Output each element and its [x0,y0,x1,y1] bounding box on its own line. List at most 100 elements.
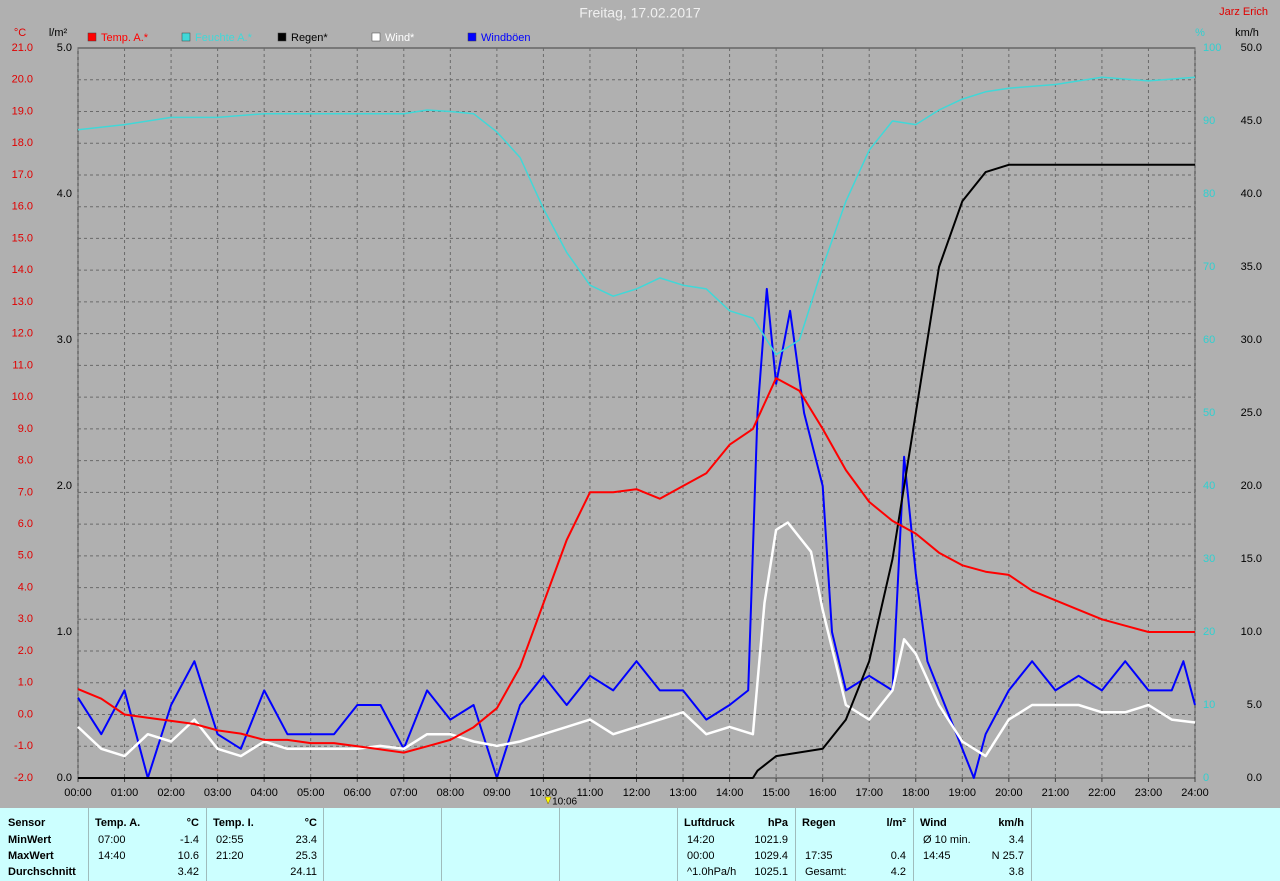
y-tick-label: 4.0 [18,581,33,593]
y-tick-label: 15.0 [12,232,33,244]
y-tick-label: 20.0 [12,74,33,86]
divider [88,808,89,881]
series-line [77,377,1195,754]
x-tick-label: 14:00 [716,787,744,799]
cell-value: 3.8 [1008,866,1024,878]
y-tick-label: 0.0 [18,708,33,720]
x-tick-label: 16:00 [809,787,837,799]
y-tick-label: 12.0 [12,328,33,340]
y-tick-label: 5.0 [18,550,33,562]
y-tick-label: 3.0 [18,613,33,625]
row-label: Durchschnitt [8,866,76,878]
y-tick-label: 20 [1203,626,1215,638]
y-unit: °C [14,27,26,39]
y-tick-label: 25.0 [1241,407,1262,419]
divider [677,808,678,881]
y-tick-label: 0.0 [57,772,72,784]
legend-swatch [181,32,191,42]
x-tick-label: 06:00 [343,787,371,799]
y4-unit: km/h [1235,27,1259,39]
x-tick-label: 02:00 [157,787,185,799]
x-tick-label: 15:00 [762,787,790,799]
group-title: Temp. A. [95,817,141,829]
y-tick-label: 7.0 [18,486,33,498]
cell-value: 1021.9 [754,834,788,846]
y-tick-label: 70 [1203,261,1215,273]
series-line [77,287,1196,779]
group-title: Temp. I. [213,817,254,829]
y-tick-label: 2.0 [57,480,72,492]
legend-label: Temp. A.* [101,32,149,44]
y-tick-label: 10 [1203,699,1215,711]
y-tick-label: 60 [1203,334,1215,346]
x-tick-label: 21:00 [1042,787,1070,799]
cell-value: 23.4 [295,834,317,846]
y-tick-label: 17.0 [12,169,33,181]
y-tick-label: 40 [1203,480,1215,492]
y-tick-label: 9.0 [18,423,33,435]
legend-swatch [87,32,97,42]
y3-unit: % [1195,27,1205,39]
chart: Freitag, 17.02.2017 Jarz Erich °C l/m² %… [12,5,1268,808]
x-tick-label: 20:00 [995,787,1023,799]
chart-title: Freitag, 17.02.2017 [579,5,701,21]
cell-value: N 25.7 [991,850,1024,862]
x-tick-label: 12:00 [623,787,651,799]
y-tick-label: 35.0 [1241,261,1262,273]
y-tick-label: 45.0 [1241,115,1262,127]
y-tick-label: 80 [1203,188,1215,200]
cell-label: Ø 10 min. [923,834,971,846]
y-tick-label: 21.0 [12,42,33,54]
y-tick-label: 50.0 [1241,42,1262,54]
y-tick-label: 50 [1203,407,1215,419]
legend-swatch [277,32,287,42]
y-tick-label: 8.0 [18,455,33,467]
cell-label: 21:20 [216,850,244,862]
group-title: Regen [802,817,836,829]
cell-value: 1025.1 [754,866,788,878]
cell-label: 07:00 [98,834,126,846]
y-tick-label: 3.0 [57,334,72,346]
y-tick-label: 4.0 [57,188,72,200]
x-tick-label: 23:00 [1135,787,1163,799]
cell-value: -1.4 [180,834,199,846]
cell-label: 14:40 [98,850,126,862]
cell-label: ^1.0hPa/h [687,866,737,878]
y-tick-label: 14.0 [12,264,33,276]
cell-label: 17:35 [805,850,833,862]
x-tick-label: 17:00 [855,787,883,799]
x-tick-label: 19:00 [949,787,977,799]
group-title: Luftdruck [684,817,735,829]
row-label: MaxWert [8,850,54,862]
cell-value: 24.11 [290,866,317,878]
cell-value: 25.3 [295,850,317,862]
divider [323,808,324,881]
legend-label: Regen* [291,32,328,44]
x-tick-label: 05:00 [297,787,325,799]
cell-label: 00:00 [687,850,715,862]
y-tick-label: 30 [1203,553,1215,565]
x-tick-label: 18:00 [902,787,930,799]
legend-swatch [467,32,477,42]
y-tick-label: 0.0 [1247,772,1262,784]
cell-label: Gesamt: [805,866,847,878]
y-tick-label: 10.0 [12,391,33,403]
legend-swatch [371,32,381,42]
cell-label: 14:45 [923,850,951,862]
x-tick-label: 00:00 [64,787,92,799]
x-tick-label: 07:00 [390,787,418,799]
y-tick-label: 5.0 [1247,699,1262,711]
x-tick-label: 10:00 [530,787,558,799]
series-line [77,521,1196,758]
x-tick-label: 09:00 [483,787,511,799]
y-tick-label: 15.0 [1241,553,1262,565]
divider [1031,808,1032,881]
time-marker-label: 10:06 [552,797,577,808]
group-unit: °C [186,817,199,829]
y-tick-label: 6.0 [18,518,33,530]
y-tick-label: 90 [1203,115,1215,127]
y-tick-label: 10.0 [1241,626,1262,638]
y-tick-label: 2.0 [18,645,33,657]
y-tick-label: -1.0 [14,740,33,752]
